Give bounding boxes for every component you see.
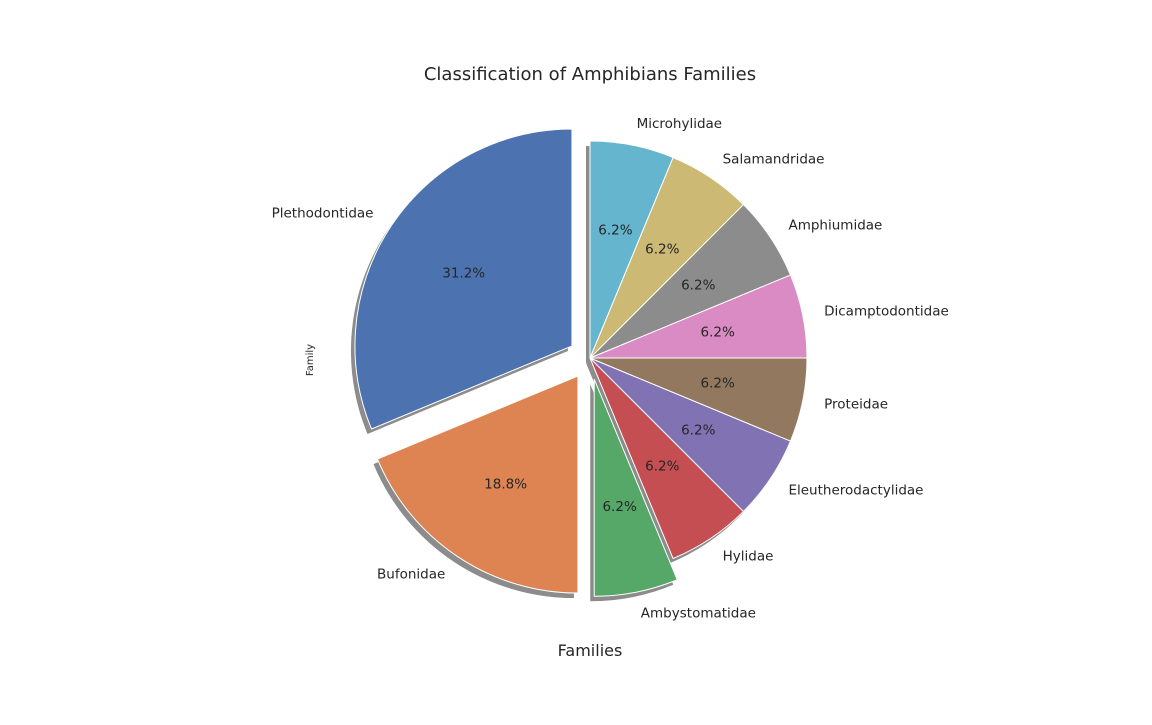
slice-labels: Plethodontidae Bufonidae Ambystomatidae Hyl…: [272, 116, 949, 622]
percent-label-ambystomatidae: 6.2%: [602, 499, 636, 515]
slice-microhylidae: [589, 140, 674, 359]
slice-label-dicamptodontidae: Dicamptodontidae: [824, 303, 949, 319]
percent-label-hylidae: 6.2%: [645, 458, 679, 474]
chart-title: Classification of Amphibians Families: [424, 64, 756, 85]
percent-label-plethodontidae: 31.2%: [442, 266, 485, 282]
slice-bufonidae: [376, 375, 579, 594]
slice-label-plethodontidae: Plethodontidae: [272, 205, 374, 221]
percent-label-bufonidae: 18.8%: [484, 476, 527, 492]
x-axis-label: Families: [558, 641, 623, 660]
slice-plethodontidae: [354, 128, 573, 430]
percent-label-dicamptodontidae: 6.2%: [701, 325, 735, 341]
slice-label-amphiumidae: Amphiumidae: [788, 217, 882, 233]
slice-label-ambystomatidae: Ambystomatidae: [641, 605, 756, 621]
slice-label-salamandridae: Salamandridae: [723, 152, 825, 168]
slice-label-eleutherodactylidae: Eleutherodactylidae: [788, 483, 923, 499]
percent-label-proteidae: 6.2%: [701, 375, 735, 391]
percent-label-eleutherodactylidae: 6.2%: [681, 422, 715, 438]
y-axis-label: Family: [305, 344, 316, 376]
slice-label-hylidae: Hylidae: [723, 548, 774, 564]
percent-label-amphiumidae: 6.2%: [681, 278, 715, 294]
percent-labels: 31.2% 18.8% 6.2% 6.2% 6.2% 6.2% 6.2% 6.2% 6.2% 6.…: [442, 222, 735, 515]
slice-label-proteidae: Proteidae: [824, 397, 888, 413]
slice-label-microhylidae: Microhylidae: [637, 116, 723, 132]
percent-label-salamandridae: 6.2%: [645, 242, 679, 258]
slice-label-bufonidae: Bufonidae: [377, 567, 445, 583]
slice-ambystomatidae: [593, 378, 678, 597]
percent-label-microhylidae: 6.2%: [598, 222, 632, 238]
pie-slices: [354, 128, 808, 597]
